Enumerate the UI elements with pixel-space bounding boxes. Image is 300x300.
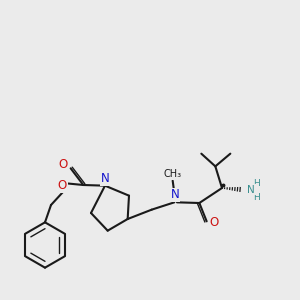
Text: H: H [253,193,260,202]
Text: N: N [247,185,255,195]
Text: O: O [209,217,219,230]
Text: N: N [171,188,179,202]
Text: O: O [57,179,67,192]
Text: N: N [101,172,110,185]
Text: CH₃: CH₃ [164,169,182,179]
Text: O: O [59,158,68,172]
Text: H: H [253,179,260,188]
